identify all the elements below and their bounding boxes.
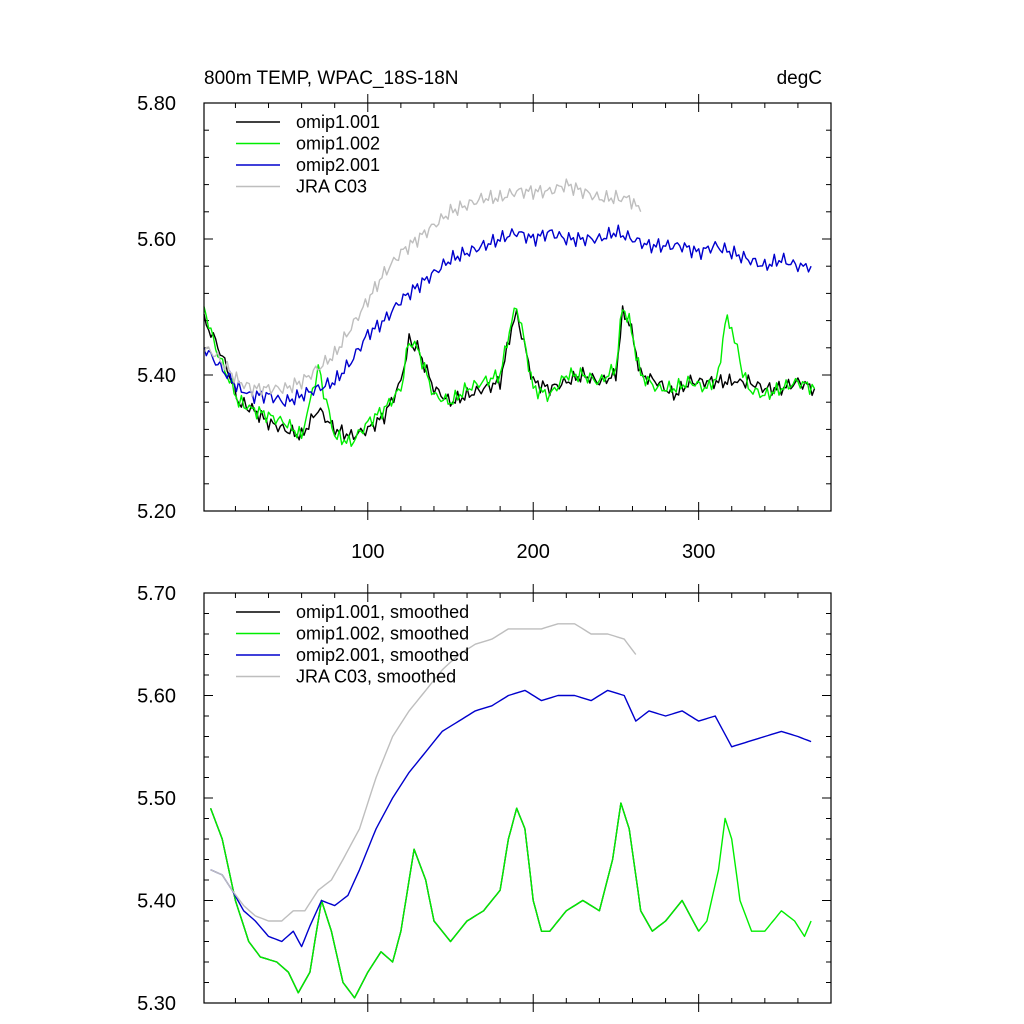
legend-label: omip1.002 [296,134,380,154]
legend-label: omip2.001, smoothed [296,645,469,665]
y-tick-label: 5.40 [137,365,176,387]
legend-label: JRA C03 [296,177,367,197]
y-tick-label: 5.40 [137,891,176,913]
y-tick-label: 5.20 [137,501,176,523]
legend-label: JRA C03, smoothed [296,667,456,687]
series-line-omip1-001 [203,305,816,441]
top-plot-frame [203,102,832,512]
y-tick-label: 5.50 [137,788,176,810]
legend-label: omip1.001, smoothed [296,602,469,622]
bottom-series-group [209,623,812,999]
x-tick-label: 100 [351,541,384,563]
x-tick-label: 200 [517,541,550,563]
series-line-omip1-002 [203,306,816,447]
series-line-omip1-002 [209,802,812,999]
series-line-jra [210,623,637,922]
series-line-jra [203,178,642,398]
y-tick-label: 5.30 [137,993,176,1015]
bottom-plot-frame [203,592,832,1004]
y-tick-label: 5.70 [137,583,176,605]
y-tick-label: 5.60 [137,686,176,708]
top-panel: 800m TEMP, WPAC_18S-18N degC 5.20 5.40 5.6… [137,68,832,563]
y-tick-label: 5.60 [137,229,176,251]
y-tick-label: 5.80 [137,93,176,115]
bottom-panel: 5.30 5.40 5.50 5.60 5.70 omip1.001, smoothed… [137,583,832,1015]
top-title-left: 800m TEMP, WPAC_18S-18N [204,68,459,89]
top-title-right-units: degC [777,68,822,89]
x-tick-label: 300 [682,541,715,563]
legend-label: omip1.002, smoothed [296,624,469,644]
legend-label: omip1.001 [296,112,380,132]
series-line-omip2-001 [203,224,812,407]
legend-label: omip2.001 [296,155,380,175]
bottom-ticks: 5.30 5.40 5.50 5.60 5.70 [137,583,831,1015]
top-ticks: 5.20 5.40 5.60 5.80 100 200 300 [137,93,831,563]
top-series-group [203,178,816,447]
series-line-omip2-001 [210,689,812,948]
